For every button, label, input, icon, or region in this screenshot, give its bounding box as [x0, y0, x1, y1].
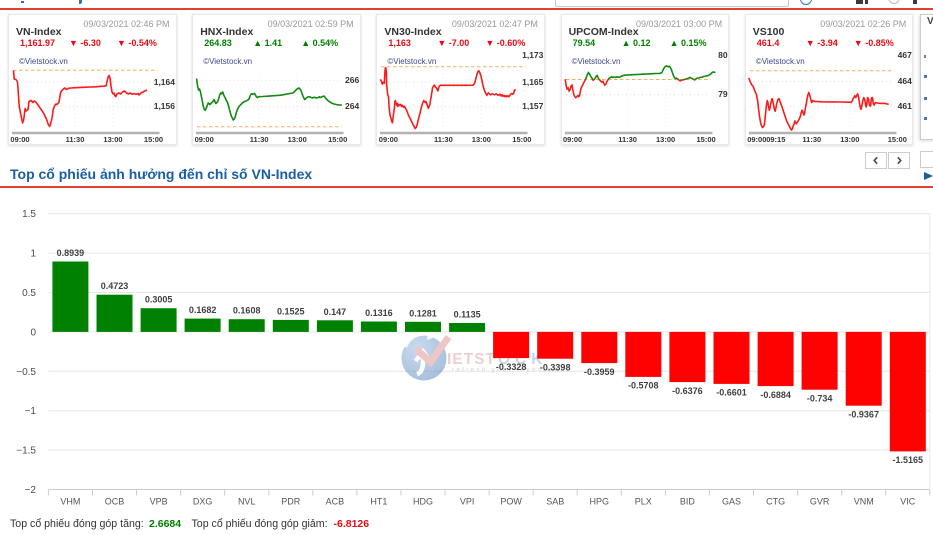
svg-text:VHM: VHM — [60, 497, 80, 507]
svg-text:GAS: GAS — [722, 497, 741, 507]
svg-text:PDR: PDR — [281, 497, 301, 507]
svg-text:-0.9367: -0.9367 — [848, 410, 879, 420]
svg-text:−1: −1 — [25, 406, 37, 417]
svg-text:PLX: PLX — [635, 497, 652, 507]
svg-text:refresh your investment: refresh your investment — [452, 367, 571, 374]
svg-text:SAB: SAB — [546, 497, 564, 507]
svg-text:0.1608: 0.1608 — [233, 306, 261, 316]
svg-text:GVR: GVR — [810, 497, 830, 507]
svg-text:1.5: 1.5 — [22, 209, 36, 220]
svg-text:−0.5: −0.5 — [16, 367, 36, 378]
svg-text:VNM: VNM — [854, 497, 874, 507]
svg-text:-0.3959: -0.3959 — [584, 367, 615, 377]
svg-text:0.1682: 0.1682 — [189, 305, 217, 315]
svg-text:DXG: DXG — [193, 497, 213, 507]
svg-text:0.1316: 0.1316 — [365, 308, 393, 318]
svg-text:-0.3328: -0.3328 — [496, 362, 527, 372]
svg-text:0: 0 — [30, 327, 36, 338]
svg-text:0.147: 0.147 — [324, 307, 347, 317]
svg-text:-0.5708: -0.5708 — [628, 381, 659, 391]
svg-text:HPG: HPG — [590, 497, 610, 507]
svg-text:ACB: ACB — [326, 497, 345, 507]
svg-text:0.1281: 0.1281 — [409, 308, 437, 318]
svg-text:BID: BID — [680, 497, 696, 507]
svg-text:HT1: HT1 — [370, 497, 387, 507]
svg-text:-0.3398: -0.3398 — [540, 363, 571, 373]
svg-text:-1.5165: -1.5165 — [893, 455, 924, 465]
svg-text:−2: −2 — [25, 485, 37, 496]
svg-text:1: 1 — [30, 249, 36, 260]
svg-text:0.1135: 0.1135 — [454, 310, 481, 320]
svg-text:OCB: OCB — [105, 497, 125, 507]
svg-text:0.8939: 0.8939 — [57, 248, 85, 258]
svg-text:-0.6601: -0.6601 — [716, 388, 747, 398]
svg-text:−1.5: −1.5 — [16, 446, 36, 457]
svg-text:VPB: VPB — [150, 497, 168, 507]
svg-text:0.1525: 0.1525 — [277, 306, 305, 316]
svg-text:VIC: VIC — [900, 497, 916, 507]
svg-text:-0.6376: -0.6376 — [672, 386, 703, 396]
svg-text:-0.6884: -0.6884 — [760, 390, 791, 400]
svg-text:POW: POW — [500, 497, 522, 507]
svg-text:0.5: 0.5 — [22, 288, 36, 299]
svg-text:VPI: VPI — [460, 497, 475, 507]
svg-text:HDG: HDG — [413, 497, 433, 507]
svg-text:0.4723: 0.4723 — [101, 281, 129, 291]
svg-text:-0.734: -0.734 — [807, 394, 833, 404]
svg-text:0.3005: 0.3005 — [145, 295, 173, 305]
svg-text:IETST: IETST — [447, 351, 496, 368]
svg-text:CTG: CTG — [766, 497, 785, 507]
svg-text:NVL: NVL — [238, 497, 256, 507]
